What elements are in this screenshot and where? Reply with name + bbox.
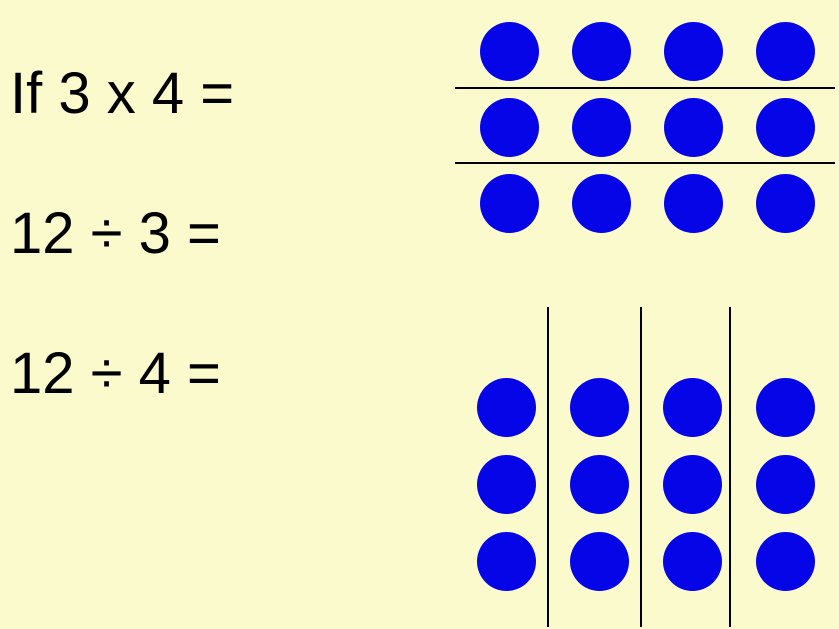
top-array-dot xyxy=(480,174,539,233)
bottom-array-dot xyxy=(756,532,815,591)
bottom-array-dot xyxy=(663,378,722,437)
top-array-dot xyxy=(572,174,631,233)
top-array-dot xyxy=(756,22,815,81)
bottom-array-dot xyxy=(477,455,536,514)
bottom-array-divider xyxy=(729,307,731,627)
equation-line-3: 12 ÷ 4 = xyxy=(10,340,221,407)
top-array-dot xyxy=(756,174,815,233)
bottom-array-divider xyxy=(640,307,642,627)
top-array-dot xyxy=(572,22,631,81)
top-array-dot xyxy=(480,22,539,81)
equation-line-1: If 3 x 4 = xyxy=(10,60,234,127)
top-array-divider xyxy=(455,162,835,164)
top-array-dot xyxy=(756,98,815,157)
bottom-array-divider xyxy=(547,307,549,627)
bottom-array-dot xyxy=(663,532,722,591)
top-array-dot xyxy=(572,98,631,157)
equation-line-2: 12 ÷ 3 = xyxy=(10,200,221,267)
bottom-array-dot xyxy=(663,455,722,514)
top-array-divider xyxy=(455,87,835,89)
top-array-dot xyxy=(480,98,539,157)
bottom-array-dot xyxy=(756,378,815,437)
top-array-dot xyxy=(664,98,723,157)
bottom-array-dot xyxy=(756,455,815,514)
bottom-array-dot xyxy=(570,378,629,437)
bottom-array-dot xyxy=(570,455,629,514)
top-array-dot xyxy=(664,174,723,233)
bottom-array-dot xyxy=(570,532,629,591)
top-array-dot xyxy=(664,22,723,81)
bottom-array-dot xyxy=(477,532,536,591)
bottom-array-dot xyxy=(477,378,536,437)
